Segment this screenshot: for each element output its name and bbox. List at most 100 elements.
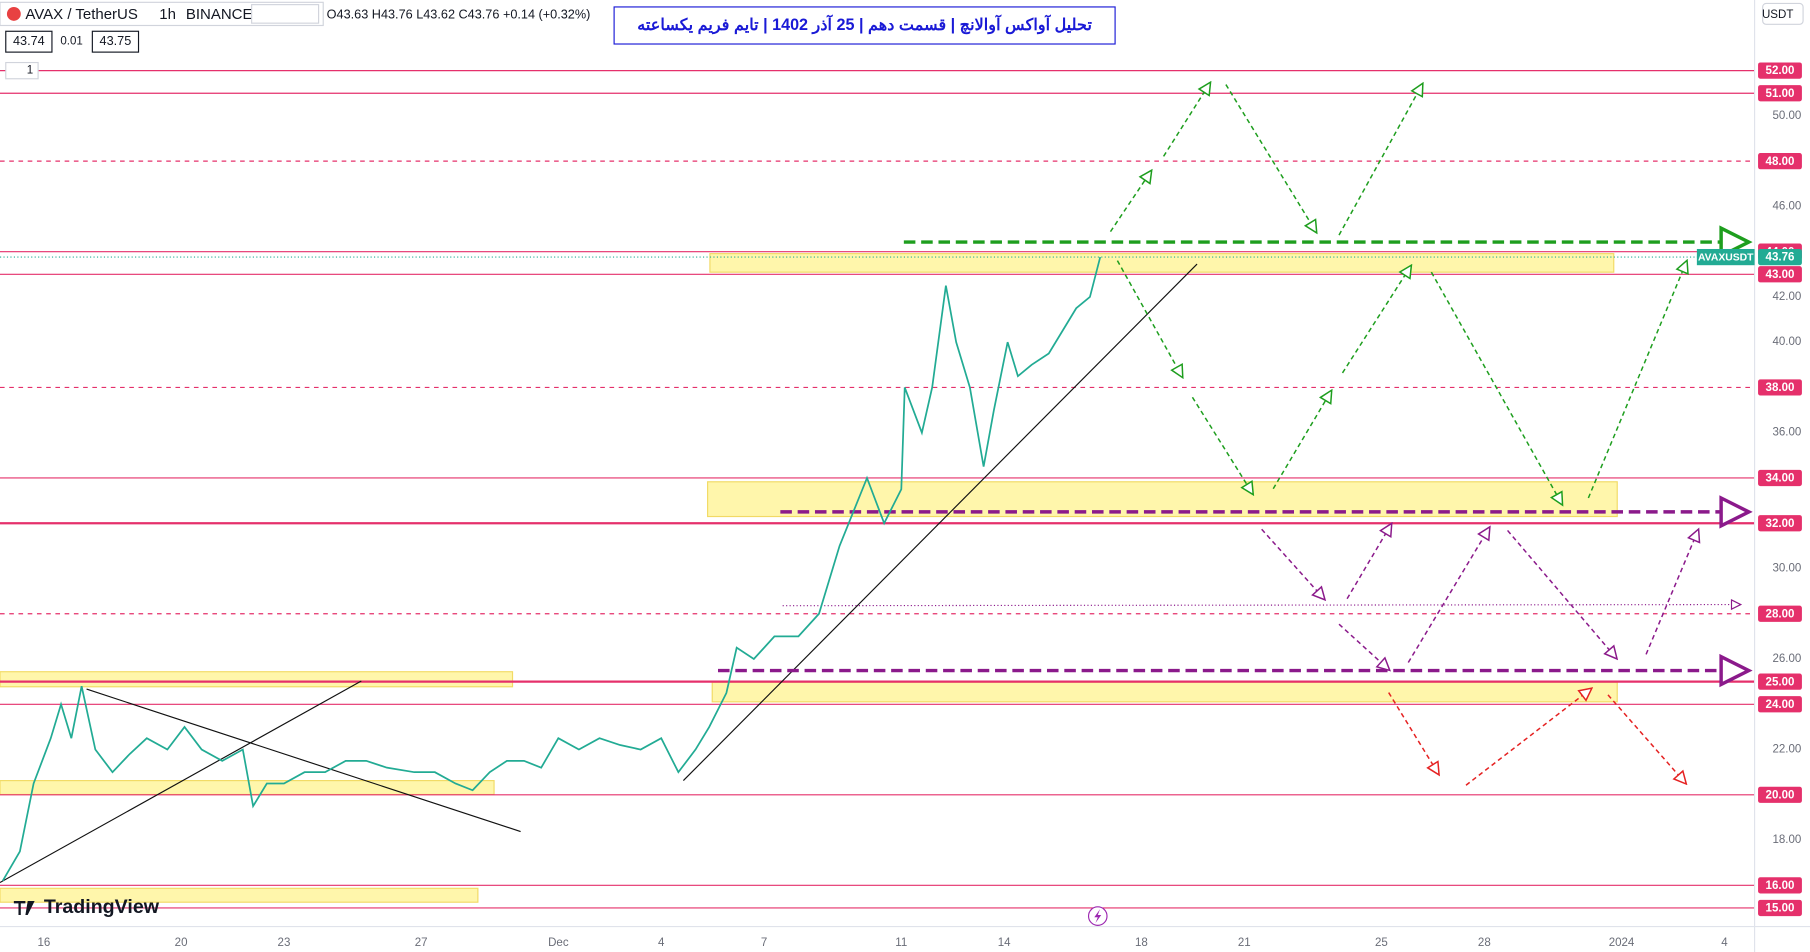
zones	[0, 253, 1618, 903]
symbol-icon	[6, 6, 21, 21]
symbol[interactable]: AVAX / TetherUS	[25, 6, 137, 23]
drawings	[0, 83, 1745, 884]
path-arrow	[1261, 528, 1324, 598]
ohlc: O43.63 H43.76 L43.62 C43.76 +0.14 (+0.32…	[327, 6, 591, 21]
spread: 0.01	[60, 36, 82, 48]
zone	[0, 671, 514, 688]
level-tag	[1758, 673, 1802, 690]
symbol-box[interactable]	[0, 1, 324, 27]
path-arrow	[1225, 84, 1316, 232]
price-name-tag	[1696, 248, 1755, 266]
path-arrow	[1162, 83, 1210, 157]
level-label: 32.00	[1766, 518, 1795, 530]
path-arrow	[1506, 529, 1617, 657]
x-tick-label: 21	[1238, 937, 1251, 949]
y-tick-label: 42.00	[1772, 291, 1801, 303]
currency-box[interactable]	[1762, 2, 1804, 25]
x-tick-label: 4	[658, 937, 665, 949]
y-tick-label: 36.00	[1772, 427, 1801, 439]
path-arrow	[1191, 396, 1252, 493]
path-arrow	[1346, 525, 1391, 600]
x-tick-label: Dec	[548, 937, 569, 949]
path-arrow	[1465, 689, 1591, 786]
zone	[709, 253, 1615, 273]
level-label: 28.00	[1766, 608, 1795, 620]
level-tag	[1758, 696, 1802, 713]
bid-box[interactable]	[5, 30, 53, 53]
zone	[711, 681, 1618, 703]
path-arrow	[1338, 85, 1422, 236]
level-tag	[1758, 469, 1802, 487]
x-tick-label: 14	[998, 937, 1011, 949]
trendline	[682, 263, 1198, 782]
price-tag	[1758, 248, 1802, 266]
level-tag	[1758, 266, 1802, 283]
path-arrow	[1341, 266, 1410, 374]
level-label: 15.00	[1766, 903, 1795, 915]
path-arrow	[1116, 260, 1182, 377]
y-tick-label: 50.00	[1772, 110, 1801, 122]
x-tick-label: 25	[1375, 937, 1388, 949]
x-tick-label: 20	[175, 937, 188, 949]
price-line	[1, 256, 1102, 882]
bid: 43.74	[13, 33, 45, 48]
level-tag	[1758, 605, 1802, 622]
path-arrow	[1272, 391, 1331, 490]
target-line	[782, 605, 1740, 606]
currency: USDT	[1762, 9, 1793, 21]
level-label: 16.00	[1766, 880, 1795, 892]
ask-box[interactable]	[91, 30, 140, 53]
zone	[0, 780, 495, 796]
x-tick-label: 7	[761, 937, 767, 949]
path-arrow	[1338, 623, 1389, 669]
brand-logo	[13, 901, 35, 915]
path-arrow	[1109, 171, 1150, 233]
level-tag	[1758, 877, 1802, 894]
brand: TradingView	[44, 896, 160, 918]
level-label: 24.00	[1766, 699, 1795, 711]
title-box	[613, 6, 1116, 45]
interval[interactable]: 1h	[159, 6, 176, 23]
level-tag	[1758, 515, 1802, 532]
price-name: AVAXUSDT	[1698, 252, 1754, 263]
indicator-toggle[interactable]	[5, 61, 39, 80]
trendline	[0, 680, 362, 884]
x-tick-label: 16	[37, 937, 50, 949]
level-label: 34.00	[1766, 473, 1795, 485]
level-tag	[1758, 379, 1802, 396]
zone	[0, 887, 479, 903]
event-glyph	[1094, 909, 1102, 924]
level-tag	[1758, 153, 1802, 170]
y-tick-label: 30.00	[1772, 563, 1801, 575]
level-label: 38.00	[1766, 382, 1795, 394]
y-tick-label: 26.00	[1772, 653, 1801, 665]
level-label: 48.00	[1766, 156, 1795, 168]
exchange: BINANCE	[186, 6, 253, 23]
header-buttons[interactable]	[251, 4, 320, 24]
y-tick-label: 46.00	[1772, 200, 1801, 212]
level-tag	[1758, 899, 1802, 917]
path-arrow	[1587, 262, 1686, 499]
x-tick-label: 11	[895, 937, 907, 949]
level-label: 51.00	[1766, 88, 1795, 100]
level-tag	[1758, 62, 1802, 79]
level-label: 43.00	[1766, 269, 1795, 281]
path-arrow	[1407, 528, 1489, 663]
indicator-count: 1	[27, 65, 33, 77]
x-tick-label: 23	[278, 937, 291, 949]
path-arrow	[1607, 694, 1685, 783]
level-label: 20.00	[1766, 789, 1795, 801]
level-tag	[1758, 786, 1802, 803]
ask: 43.75	[100, 33, 132, 48]
level-label: 52.00	[1766, 65, 1795, 77]
path-arrow	[1430, 271, 1561, 504]
levels	[0, 70, 1755, 909]
path-arrow	[1645, 530, 1698, 655]
x-tick-label: 18	[1135, 937, 1148, 949]
y-tick-label: 18.00	[1772, 834, 1801, 846]
level-label: 25.00	[1766, 676, 1795, 688]
x-tick-label: 28	[1478, 937, 1491, 949]
chart-title: تحلیل آواکس آوالانچ | قسمت دهم | 25 آذر …	[637, 13, 1092, 35]
x-tick-label: 27	[415, 937, 428, 949]
